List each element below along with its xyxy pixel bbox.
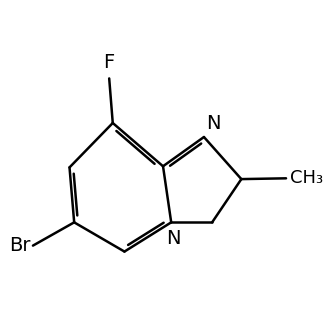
Text: N: N <box>166 229 181 248</box>
Text: Br: Br <box>9 236 30 255</box>
Text: F: F <box>104 53 115 72</box>
Text: CH₃: CH₃ <box>290 169 323 187</box>
Text: N: N <box>207 114 221 133</box>
